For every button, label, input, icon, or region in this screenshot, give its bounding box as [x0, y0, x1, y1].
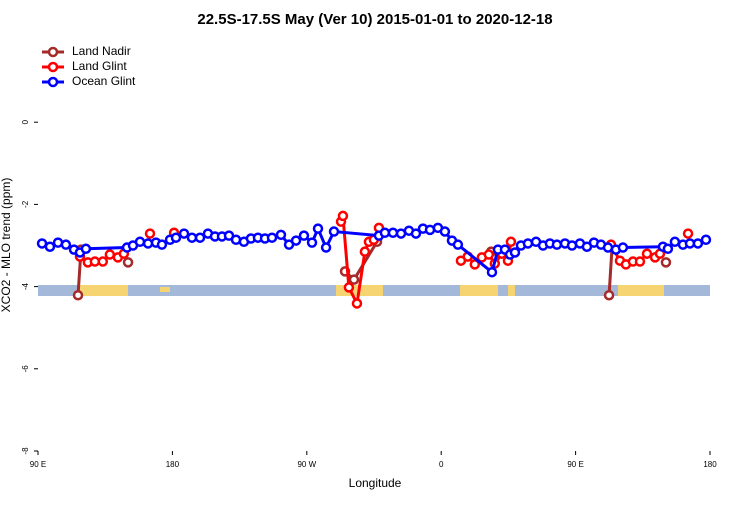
data-point: [452, 239, 464, 250]
data-point: [410, 228, 422, 239]
data-point: [144, 228, 156, 239]
data-point: [660, 257, 672, 268]
data-point: [328, 226, 340, 237]
x-tick-label: 90 E: [30, 460, 46, 469]
legend-marker: [47, 76, 59, 88]
data-point: [359, 246, 371, 257]
data-point: [692, 238, 704, 249]
data-point: [80, 243, 92, 255]
data-point: [379, 227, 391, 239]
legend-marker: [47, 46, 59, 58]
data-point: [337, 210, 349, 222]
land-strip: [460, 285, 498, 296]
land-strip: [618, 285, 664, 296]
data-point: [186, 232, 198, 243]
y-tick-label: -8: [21, 447, 30, 455]
data-point: [122, 257, 134, 268]
data-point: [44, 241, 56, 252]
x-tick-label: 90 E: [567, 460, 583, 469]
data-point: [298, 230, 310, 241]
data-point: [387, 227, 399, 239]
data-point: [72, 289, 84, 301]
data-point: [483, 249, 495, 260]
data-point: [634, 256, 646, 267]
y-tick-label: -2: [21, 200, 30, 208]
data-point: [603, 289, 615, 301]
data-point: [290, 235, 302, 246]
data-point: [641, 248, 653, 259]
data-point: [170, 232, 182, 243]
data-point: [178, 228, 190, 239]
legend-marker: [47, 61, 59, 73]
x-tick-label: 90 W: [297, 460, 316, 469]
land-mask: [38, 285, 710, 296]
data-point: [156, 239, 168, 250]
data-point: [522, 238, 534, 249]
data-point: [669, 236, 681, 248]
data-point: [469, 259, 481, 270]
data-point: [97, 256, 109, 267]
land-strip: [80, 285, 128, 296]
data-point: [662, 243, 674, 255]
data-point: [104, 249, 116, 260]
data-point: [134, 236, 146, 248]
data-point: [682, 228, 694, 239]
data-point: [351, 298, 363, 309]
y-tick-label: -6: [21, 365, 30, 373]
y-tick-label: -4: [21, 282, 30, 290]
data-point: [343, 282, 355, 293]
data-point: [275, 229, 287, 241]
data-point: [551, 239, 563, 250]
x-axis-label: Longitude: [349, 476, 402, 490]
data-point: [505, 236, 517, 248]
data-point: [617, 242, 629, 253]
land-strip: [336, 285, 383, 296]
chart-title: 22.5S-17.5S May (Ver 10) 2015-01-01 to 2…: [197, 11, 552, 28]
legend-label: Land Glint: [72, 59, 127, 73]
y-axis-label: XCO2 - MLO trend (ppm): [0, 178, 13, 313]
land-strip: [160, 287, 170, 292]
data-point: [306, 237, 318, 248]
data-point: [439, 226, 451, 237]
legend-label: Ocean Glint: [72, 74, 136, 88]
data-point: [60, 239, 72, 250]
data-point: [312, 223, 324, 234]
data-point: [194, 232, 206, 243]
x-tick-label: 180: [703, 460, 717, 469]
data-point: [266, 232, 278, 243]
y-tick-label: 0: [21, 119, 30, 124]
data-point: [700, 234, 712, 245]
data-point: [320, 242, 332, 253]
x-tick-label: 180: [166, 460, 180, 469]
data-point: [348, 274, 360, 285]
data-point: [509, 247, 521, 258]
land-strip: [508, 285, 515, 296]
x-tick-label: 0: [439, 460, 444, 469]
data-point: [486, 266, 498, 278]
legend-label: Land Nadir: [72, 44, 131, 58]
